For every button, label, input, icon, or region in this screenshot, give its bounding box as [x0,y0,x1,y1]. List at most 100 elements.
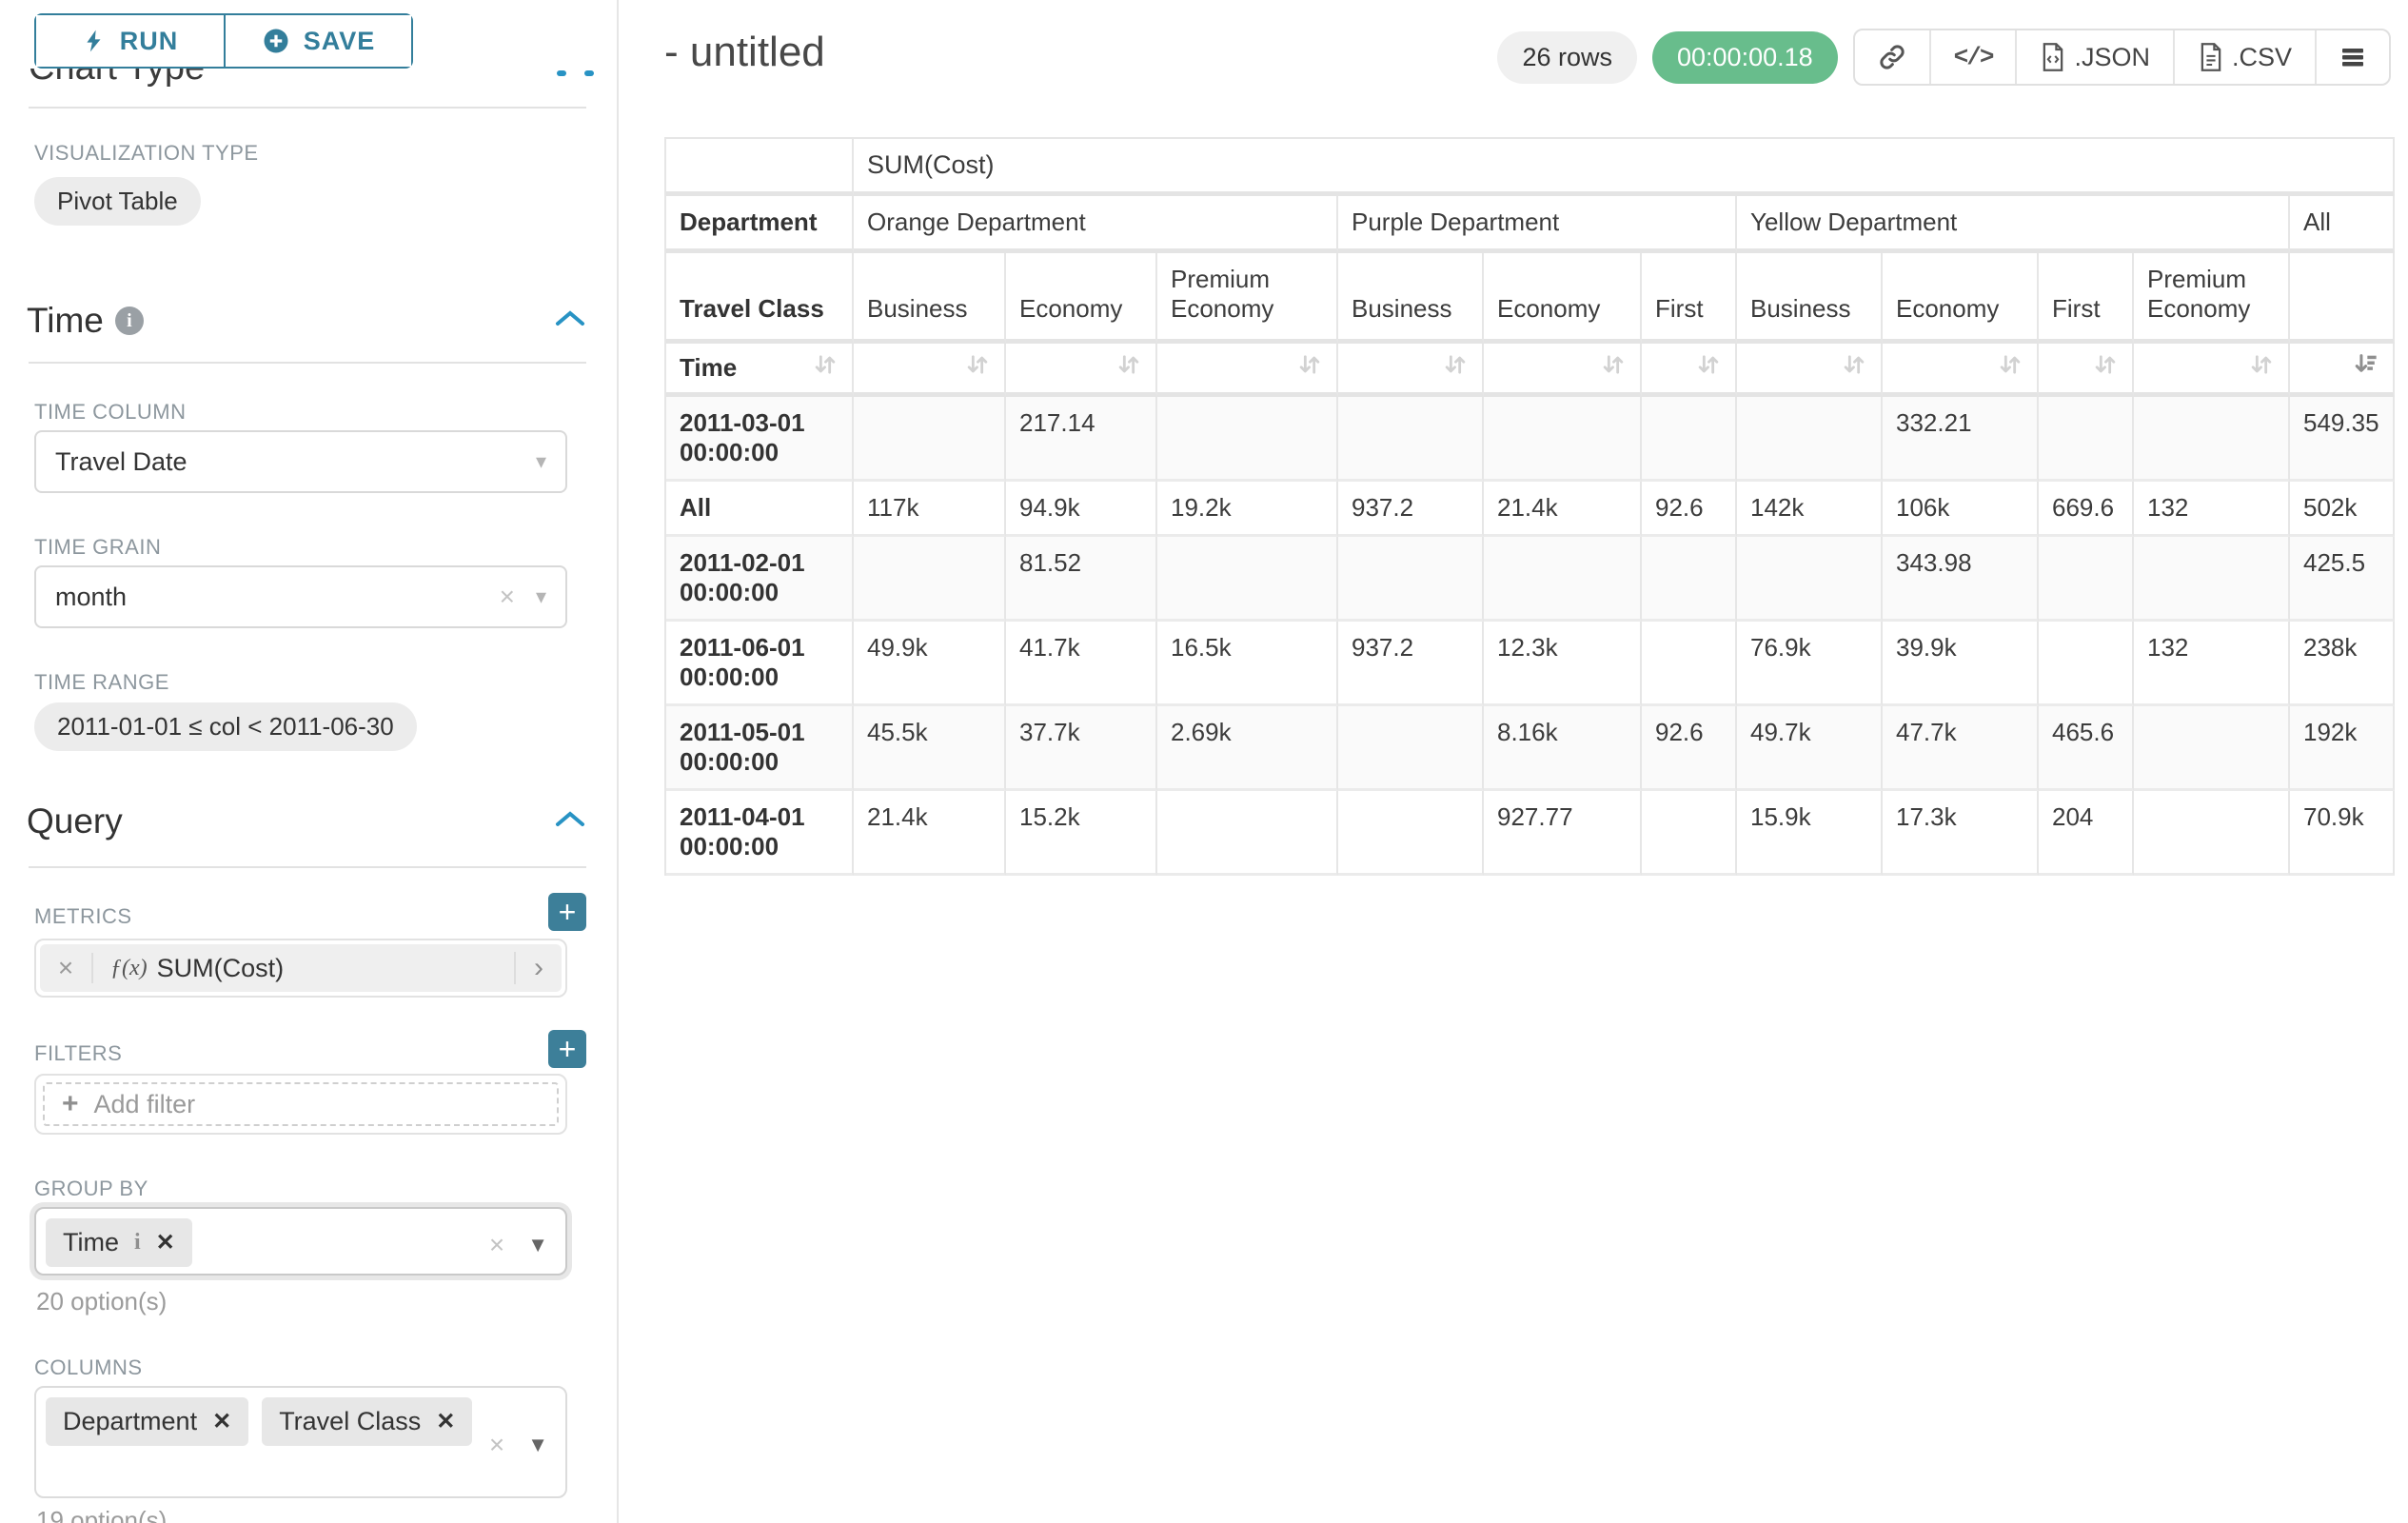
info-icon[interactable]: i [115,307,144,335]
add-metric-button[interactable]: + [548,893,586,931]
row-dimension-travel-class: Travel Class [666,253,854,344]
code-icon: </> [1954,43,1993,71]
time-range-pill[interactable]: 2011-01-01 ≤ col < 2011-06-30 [34,702,417,751]
time-section-header: Time i [27,301,586,341]
column-leaf-header: Economy [1883,253,2039,344]
chevron-up-icon[interactable] [554,308,586,334]
add-filter-plus-button[interactable]: + [548,1030,586,1068]
clear-icon[interactable]: × [500,582,515,612]
remove-chip-icon[interactable]: ✕ [436,1408,455,1435]
menu-button[interactable] [2315,30,2389,84]
pivot-value-cell: 49.7k [1737,706,1883,791]
column-sort-header[interactable] [2290,344,2395,397]
pivot-value-cell: 15.2k [1006,791,1157,876]
remove-metric-icon[interactable]: × [40,953,93,983]
pivot-row: 2011-04-01 00:00:0021.4k15.2k927.7715.9k… [666,791,2395,876]
chart-area: - untitled 26 rows 00:00:00.18 </> [619,0,2408,1523]
sort-icon[interactable] [1841,351,1867,385]
columns-select[interactable]: Department✕Travel Class✕ × ▼ [34,1386,567,1498]
pivot-value-cell: 12.3k [1484,622,1642,706]
pivot-value-cell: 502k [2290,482,2395,537]
column-sort-header[interactable] [854,344,1006,397]
divider [29,362,586,364]
sort-icon[interactable] [1695,351,1722,385]
copy-link-button[interactable] [1855,30,1929,84]
query-section-title: Query [27,801,123,841]
filters-control: + Add filter [34,1074,567,1135]
pivot-value-cell [1157,397,1338,482]
column-leaf-header: Economy [1484,253,1642,344]
chevron-up-icon[interactable] [554,809,586,835]
remove-chip-icon[interactable]: ✕ [156,1229,175,1256]
column-sort-header[interactable] [1737,344,1883,397]
pivot-value-cell: 94.9k [1006,482,1157,537]
pivot-value-cell: 76.9k [1737,622,1883,706]
save-button[interactable]: SAVE [224,15,411,67]
metrics-label: METRICS [34,904,132,929]
column-sort-header[interactable] [2039,344,2134,397]
metric-chip[interactable]: × ƒ(x) SUM(Cost) › [40,944,562,992]
query-timer-badge: 00:00:00.18 [1652,31,1838,84]
chart-title[interactable]: - untitled [664,29,825,76]
pivot-value-cell: 19.2k [1157,482,1338,537]
info-icon[interactable]: i [134,1230,141,1256]
time-grain-select[interactable]: month × ▾ [34,565,567,628]
group-by-options-hint: 20 option(s) [36,1287,167,1316]
sort-icon[interactable] [1115,351,1142,385]
column-sort-header[interactable] [2134,344,2290,397]
time-grain-label: TIME GRAIN [34,535,161,560]
pivot-value-cell: 21.4k [854,791,1006,876]
sort-icon[interactable] [1997,351,2023,385]
pivot-row: 2011-06-01 00:00:0049.9k41.7k16.5k937.21… [666,622,2395,706]
pivot-value-cell [2039,537,2134,622]
sort-icon[interactable] [812,351,839,385]
group-by-select[interactable]: Timei✕ × ▼ [34,1207,567,1276]
time-column-select[interactable]: Travel Date ▾ [34,430,567,493]
viz-type-pill[interactable]: Pivot Table [34,177,201,226]
pivot-value-cell: 937.2 [1338,482,1484,537]
control-panel-sidebar: Chart Type RUN SAVE VISUALIZ [0,0,619,1523]
column-sort-header[interactable] [1642,344,1737,397]
pivot-value-cell [2134,537,2290,622]
pivot-value-cell [1642,622,1737,706]
pivot-value-cell: 92.6 [1642,482,1737,537]
query-section-header: Query [27,801,586,841]
sort-icon[interactable] [1600,351,1627,385]
pivot-value-cell [1338,537,1484,622]
run-save-bar: RUN SAVE [0,0,617,69]
columns-label: COLUMNS [34,1355,143,1380]
columns-chip[interactable]: Department✕ [46,1397,248,1446]
column-sort-header[interactable] [1157,344,1338,397]
add-filter-button[interactable]: + Add filter [43,1082,559,1126]
time-section-title: Time [27,301,104,341]
column-sort-header[interactable] [1883,344,2039,397]
divider [29,107,586,109]
sort-icon[interactable] [964,351,991,385]
remove-chip-icon[interactable]: ✕ [212,1408,231,1435]
sort-icon[interactable] [2092,351,2119,385]
column-group-header: Yellow Department [1737,196,2290,253]
pivot-value-cell: 37.7k [1006,706,1157,791]
pivot-value-cell: 669.6 [2039,482,2134,537]
pivot-row: 2011-05-01 00:00:0045.5k37.7k2.69k8.16k9… [666,706,2395,791]
clear-icon[interactable]: × [489,1430,504,1460]
column-sort-header[interactable] [1338,344,1484,397]
column-sort-header[interactable] [1006,344,1157,397]
export-json-button[interactable]: .JSON [2015,30,2173,84]
pivot-value-cell [2134,791,2290,876]
time-sort-header[interactable]: Time [666,344,854,397]
chevron-right-icon[interactable]: › [514,952,562,984]
pivot-value-cell: 132 [2134,482,2290,537]
run-button[interactable]: RUN [36,15,224,67]
column-sort-header[interactable] [1484,344,1642,397]
columns-chip[interactable]: Travel Class✕ [262,1397,472,1446]
sort-icon[interactable] [1296,351,1323,385]
sort-icon[interactable] [2248,351,2275,385]
sort-descending-active-icon[interactable] [2351,351,2379,385]
file-text-icon [2198,42,2224,72]
view-query-button[interactable]: </> [1929,30,2016,84]
group-by-chip[interactable]: Timei✕ [46,1218,192,1267]
clear-icon[interactable]: × [489,1230,504,1260]
sort-icon[interactable] [1442,351,1469,385]
export-csv-button[interactable]: .CSV [2173,30,2315,84]
